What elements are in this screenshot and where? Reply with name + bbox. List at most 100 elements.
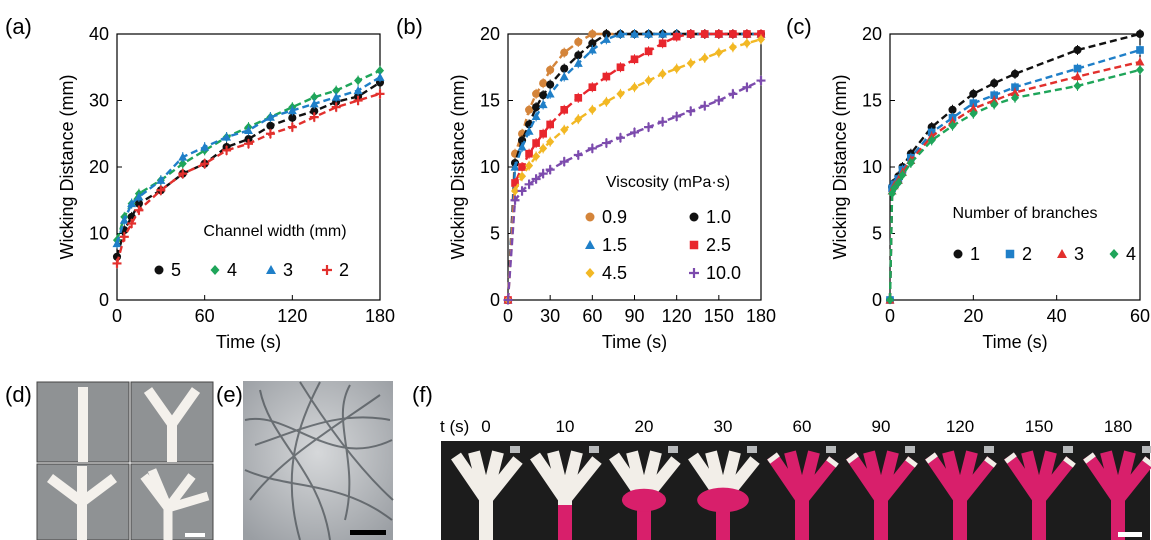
data-point xyxy=(672,32,681,41)
x-axis-label: Time (s) xyxy=(982,332,1047,352)
x-tick-label: 150 xyxy=(704,306,734,326)
legend-entry: 3 xyxy=(283,260,293,280)
data-point xyxy=(539,143,548,153)
data-point xyxy=(742,38,751,48)
data-point xyxy=(546,80,555,89)
y-tick-label: 10 xyxy=(89,224,109,244)
data-point xyxy=(119,215,129,224)
data-point xyxy=(602,29,611,39)
data-point xyxy=(560,105,569,114)
paper-branches xyxy=(767,450,839,504)
time-label: 120 xyxy=(946,417,974,436)
legend-entry: 5 xyxy=(171,260,181,280)
y-tick-label: 5 xyxy=(490,224,500,244)
x-axis-label: Time (s) xyxy=(216,332,281,352)
device-1-branch xyxy=(78,387,88,462)
data-point xyxy=(134,205,144,215)
panel-label-c: (c) xyxy=(786,14,812,39)
legend-entry: 4 xyxy=(227,260,237,280)
data-point xyxy=(532,139,540,147)
data-point xyxy=(546,137,555,147)
data-point xyxy=(518,163,526,171)
x-tick-label: 0 xyxy=(503,306,513,326)
data-point xyxy=(990,91,998,100)
data-point xyxy=(714,48,723,58)
data-point xyxy=(353,86,363,95)
y-axis-label: Wicking Distance (mm) xyxy=(57,74,77,259)
time-lapse-frame xyxy=(846,446,918,540)
time-lapse-frame xyxy=(925,446,997,540)
data-point xyxy=(1135,57,1145,66)
data-point xyxy=(244,139,253,149)
data-point xyxy=(644,76,653,86)
data-point xyxy=(517,142,527,151)
data-point xyxy=(511,179,519,187)
data-point xyxy=(630,82,639,92)
data-point xyxy=(700,101,710,111)
data-point xyxy=(756,76,766,86)
data-point xyxy=(672,64,681,74)
data-point xyxy=(156,175,166,184)
tape-tag xyxy=(747,446,757,453)
legend-marker xyxy=(689,268,699,278)
data-point xyxy=(906,158,915,168)
tape-tag xyxy=(905,446,915,453)
data-point xyxy=(287,122,297,132)
data-point xyxy=(503,295,513,305)
data-point xyxy=(1073,81,1082,91)
data-point xyxy=(601,138,611,148)
data-point xyxy=(546,65,555,74)
y-tick-label: 30 xyxy=(89,91,109,111)
legend-marker xyxy=(953,249,963,259)
data-point xyxy=(127,199,137,208)
data-point xyxy=(375,66,385,76)
x-tick-label: 60 xyxy=(195,306,215,326)
y-tick-label: 10 xyxy=(480,157,500,177)
tape-tag xyxy=(1063,446,1073,453)
data-point xyxy=(574,51,583,60)
data-point xyxy=(990,79,999,88)
time-lapse-frame xyxy=(767,446,839,540)
legend-entry: 4.5 xyxy=(602,263,627,283)
data-point xyxy=(1010,93,1020,103)
time-label: 150 xyxy=(1025,417,1053,436)
data-point xyxy=(222,132,232,141)
data-point xyxy=(574,94,583,102)
dye-fill xyxy=(795,500,809,540)
time-lapse-frame xyxy=(1083,446,1151,540)
legend-marker xyxy=(154,265,164,275)
data-point xyxy=(1073,64,1082,73)
paper-branches xyxy=(1004,450,1076,504)
data-point xyxy=(969,99,978,107)
paper-branches xyxy=(925,450,997,504)
y-tick-label: 20 xyxy=(480,24,500,44)
data-point xyxy=(630,127,639,137)
device-2-branch xyxy=(143,387,201,462)
fit-line-4.5 xyxy=(506,38,762,301)
chart-branches: 0 20 40 60 0 5 10 15 20 Time (s) Wicking Distance … xyxy=(830,24,1150,352)
fit-line-2.5 xyxy=(506,32,761,301)
data-point xyxy=(602,72,611,81)
data-point xyxy=(546,120,554,129)
dry-tips xyxy=(1004,452,1076,468)
legend-marker xyxy=(1057,249,1067,258)
data-point xyxy=(510,162,520,171)
data-point xyxy=(545,165,555,175)
y-tick-label: 0 xyxy=(490,290,500,310)
data-point xyxy=(728,42,737,52)
data-point xyxy=(510,195,520,205)
data-point xyxy=(545,89,555,98)
legend-entry: 3 xyxy=(1074,244,1084,264)
panel-label-a: (a) xyxy=(5,14,32,39)
legend-title: Viscosity (mPa·s) xyxy=(606,174,730,191)
data-point xyxy=(615,29,625,38)
chart-viscosity: 0 30 60 90 120 150 180 0 5 10 15 20 Time (s) Wicking … xyxy=(448,24,776,352)
data-point xyxy=(309,99,319,108)
time-label: 90 xyxy=(872,417,891,436)
paper-branches xyxy=(530,450,602,504)
dry-tips xyxy=(767,452,839,468)
data-point xyxy=(700,53,709,63)
data-point xyxy=(532,103,541,112)
data-point xyxy=(756,34,766,44)
data-point xyxy=(531,174,541,184)
